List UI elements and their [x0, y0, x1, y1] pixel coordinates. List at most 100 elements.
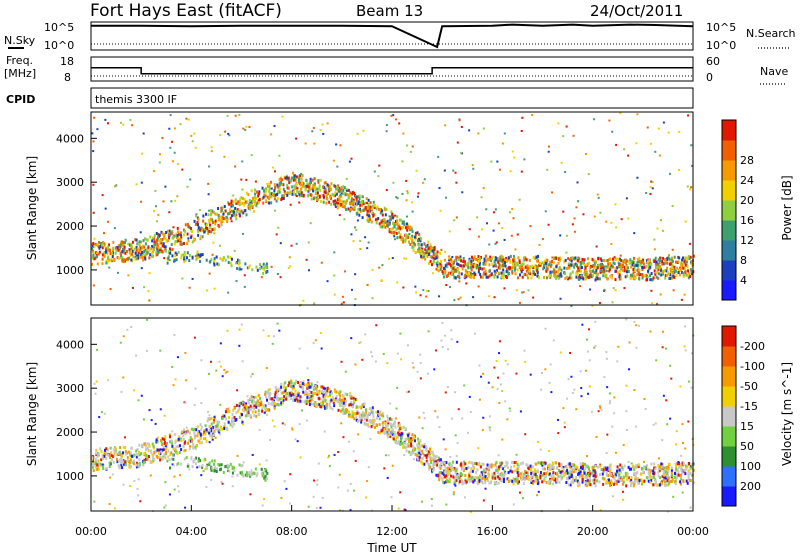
echo-point — [425, 449, 428, 453]
echo-point — [265, 187, 268, 191]
echo-point — [602, 268, 605, 272]
echo-point — [525, 269, 528, 273]
echo-point — [615, 269, 618, 273]
echo-point — [211, 459, 214, 463]
echo-point — [407, 240, 410, 244]
echo-point — [167, 449, 170, 453]
echo-point — [690, 466, 693, 470]
echo-point — [552, 256, 555, 260]
noise-point — [291, 386, 294, 389]
echo-point — [264, 198, 267, 202]
echo-point — [461, 267, 464, 271]
echo-point — [522, 266, 525, 270]
noise-point — [176, 195, 179, 198]
noise-point — [610, 242, 613, 245]
echo-point — [138, 458, 141, 462]
echo-point — [195, 444, 198, 448]
echo-point — [467, 465, 470, 469]
echo-point — [612, 482, 615, 486]
echo-point — [364, 201, 367, 205]
noise-point — [155, 205, 158, 208]
echo-point — [416, 454, 419, 458]
echo-point — [258, 404, 261, 408]
echo-point — [165, 239, 168, 243]
echo-point — [361, 410, 364, 414]
noise-point — [593, 118, 596, 121]
noise-point — [338, 214, 341, 217]
echo-point — [183, 256, 186, 260]
echo-point — [457, 476, 460, 480]
echo-point — [138, 244, 141, 248]
echo-point — [484, 470, 487, 474]
echo-point — [425, 245, 428, 249]
noise-point — [471, 164, 474, 167]
echo-point — [142, 463, 145, 467]
echo-point — [658, 267, 661, 271]
noise-point — [530, 114, 533, 117]
echo-point — [468, 460, 471, 464]
echo-point — [545, 269, 548, 273]
echo-point — [521, 474, 524, 478]
noise-point — [465, 282, 468, 285]
echo-point — [457, 263, 460, 267]
echo-point — [434, 459, 437, 463]
echo-point — [511, 479, 514, 483]
echo-point — [591, 479, 594, 483]
echo-point — [221, 427, 224, 431]
noise-point — [348, 160, 351, 163]
noise-point — [136, 487, 139, 490]
echo-point — [582, 277, 585, 281]
range-tick-label: 4000 — [56, 132, 84, 145]
echo-point — [675, 464, 678, 468]
echo-point — [549, 270, 552, 274]
echo-point — [687, 462, 690, 466]
noise-point — [153, 170, 156, 173]
noise-point — [260, 276, 263, 279]
echo-point — [598, 277, 601, 281]
echo-point — [324, 406, 327, 410]
echo-point — [639, 263, 642, 267]
noise-point — [109, 287, 112, 290]
echo-point — [312, 197, 315, 201]
echo-point — [402, 441, 405, 445]
noise-point — [224, 130, 227, 133]
noise-point — [388, 215, 391, 218]
echo-point — [584, 483, 587, 487]
noise-point — [228, 134, 231, 137]
echo-point — [530, 475, 533, 479]
echo-point — [588, 275, 591, 279]
echo-point — [677, 270, 680, 274]
echo-point — [254, 403, 257, 407]
echo-point — [393, 434, 396, 438]
echo-point — [666, 261, 669, 265]
echo-point — [687, 477, 690, 481]
noise-point — [611, 130, 614, 133]
echo-point — [183, 441, 186, 445]
echo-point — [322, 396, 325, 400]
echo-point — [177, 445, 180, 449]
echo-point — [175, 450, 178, 454]
echo-point — [149, 235, 152, 239]
echo-point — [388, 230, 391, 234]
noise-point — [295, 242, 298, 245]
echo-point — [163, 453, 166, 457]
echo-point — [130, 258, 133, 262]
noise-point — [439, 209, 442, 212]
noise-point — [289, 203, 292, 206]
echo-point — [475, 462, 478, 466]
echo-point — [407, 233, 410, 237]
noise-point — [687, 114, 690, 117]
echo-point — [482, 462, 485, 466]
noise-point — [659, 219, 662, 222]
echo-point — [630, 467, 633, 471]
echo-point — [547, 464, 550, 468]
echo-point — [162, 236, 165, 240]
echo-point — [692, 468, 695, 472]
echo-point — [349, 402, 352, 406]
echo-point — [282, 398, 285, 402]
echo-point — [223, 425, 226, 429]
echo-point — [575, 271, 578, 275]
echo-point — [646, 464, 649, 468]
echo-point — [450, 474, 453, 478]
echo-point — [285, 395, 288, 399]
